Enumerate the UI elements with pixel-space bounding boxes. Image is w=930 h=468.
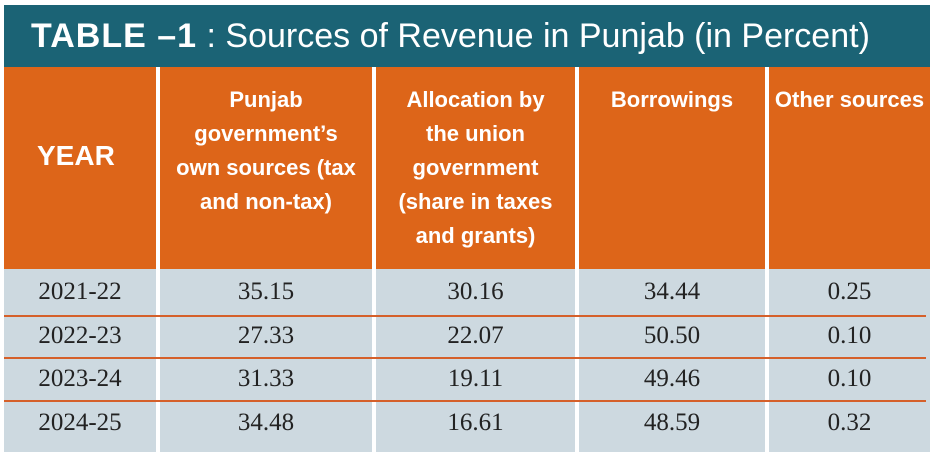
table-cell: 31.33 bbox=[237, 365, 295, 392]
header-year: YEAR bbox=[4, 67, 156, 269]
table-cell: 50.50 bbox=[643, 322, 701, 349]
table-cell: 2023-24 bbox=[38, 365, 122, 392]
table-cell: 2022-23 bbox=[38, 322, 122, 349]
table-cell: 22.07 bbox=[447, 322, 504, 349]
revenue-table: YEAR 2021-22 2022-23 2023-24 2024-25 Punjab g… bbox=[4, 67, 930, 452]
table-title: TABLE –1 : Sources of Revenue in Punjab … bbox=[4, 5, 930, 67]
header-union-allocation: Allocation by the union government (shar… bbox=[376, 67, 575, 269]
table-number: TABLE –1 bbox=[31, 17, 198, 55]
table-cell: 16.61 bbox=[447, 409, 504, 436]
table-cell: 0.10 bbox=[827, 322, 872, 349]
column-body: 34.44 50.50 49.46 48.59 bbox=[579, 269, 765, 452]
header-borrowings: Borrowings bbox=[579, 67, 765, 269]
table-cell: 27.33 bbox=[237, 322, 295, 349]
column-union-allocation: Allocation by the union government (shar… bbox=[376, 67, 575, 452]
table-cell: 34.44 bbox=[643, 278, 701, 305]
table-cell: 2024-25 bbox=[38, 409, 122, 436]
column-own-sources: Punjab government’s own sources (tax and… bbox=[160, 67, 372, 452]
column-body: 2021-22 2022-23 2023-24 2024-25 bbox=[4, 269, 156, 452]
header-other-sources: Other sources bbox=[769, 67, 930, 269]
row-divider bbox=[4, 357, 926, 359]
row-divider bbox=[4, 400, 926, 402]
table-cell: 19.11 bbox=[447, 365, 504, 392]
table-cell: 34.48 bbox=[237, 409, 295, 436]
table-cell: 2021-22 bbox=[38, 278, 122, 305]
table-cell: 0.25 bbox=[827, 278, 872, 305]
column-body: 30.16 22.07 19.11 16.61 bbox=[376, 269, 575, 452]
table-cell: 35.15 bbox=[237, 278, 295, 305]
table-cell: 0.32 bbox=[827, 409, 872, 436]
table-caption: : Sources of Revenue in Punjab (in Perce… bbox=[206, 17, 870, 55]
column-year: YEAR 2021-22 2022-23 2023-24 2024-25 bbox=[4, 67, 156, 452]
table-cell: 48.59 bbox=[643, 409, 701, 436]
table-cell: 0.10 bbox=[827, 365, 872, 392]
column-body: 0.25 0.10 0.10 0.32 bbox=[769, 269, 930, 452]
header-own-sources: Punjab government’s own sources (tax and… bbox=[160, 67, 372, 269]
table-cell: 49.46 bbox=[643, 365, 701, 392]
row-divider bbox=[4, 315, 926, 317]
column-borrowings: Borrowings 34.44 50.50 49.46 48.59 bbox=[579, 67, 765, 452]
table-cell: 30.16 bbox=[447, 278, 504, 305]
column-other-sources: Other sources 0.25 0.10 0.10 0.32 bbox=[769, 67, 930, 452]
column-body: 35.15 27.33 31.33 34.48 bbox=[160, 269, 372, 452]
